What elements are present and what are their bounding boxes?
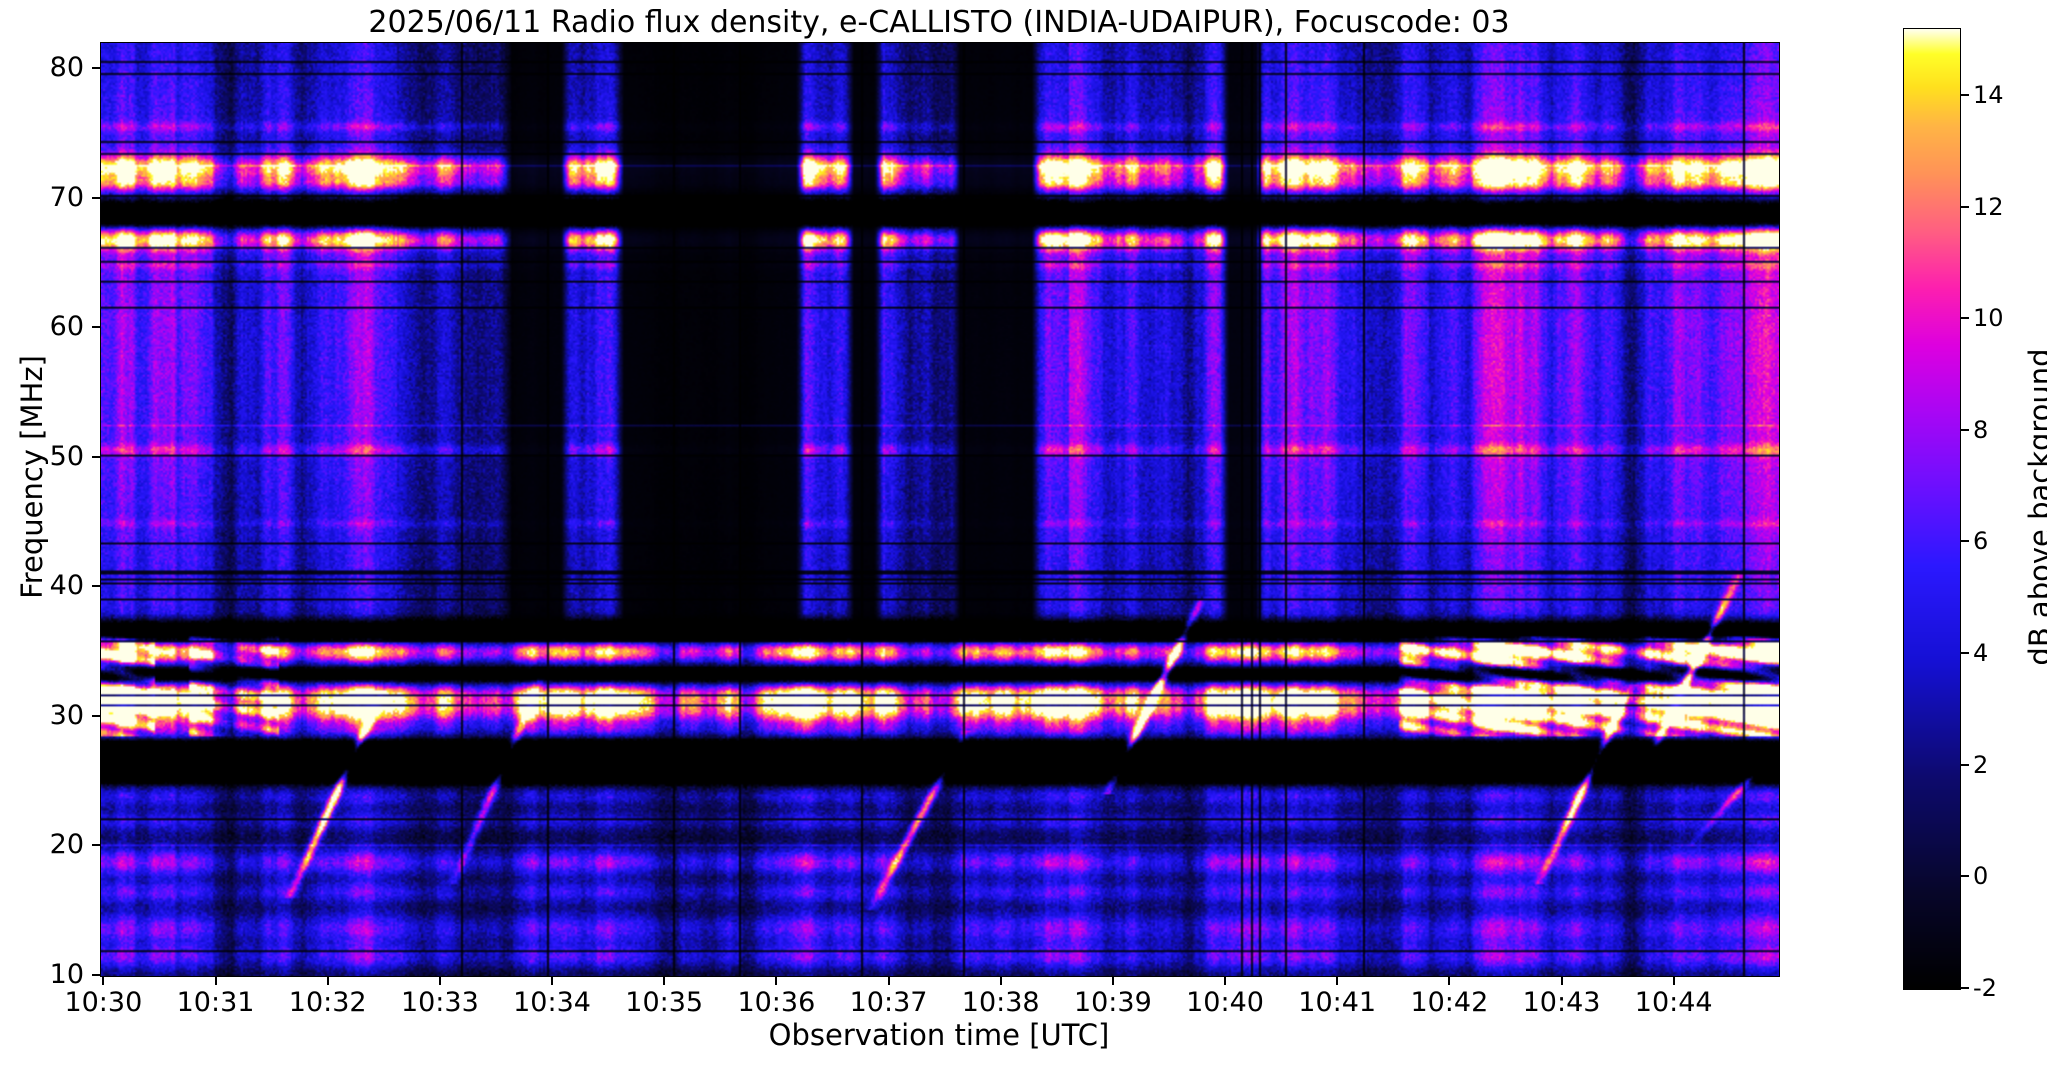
colorbar-tick-label: 10 [1973,304,2004,333]
colorbar-tick-label: 4 [1973,639,1989,668]
x-tick-label: 10:39 [1073,987,1152,1018]
x-tick-mark [326,977,329,985]
colorbar-tick-mark [1961,540,1969,543]
x-tick-mark [1560,977,1563,985]
x-tick-label: 10:31 [176,987,255,1018]
colorbar-tick-label: 6 [1973,527,1989,556]
y-tick-label: 80 [49,51,84,83]
x-axis-label: Observation time [UTC] [768,1018,1110,1052]
colorbar-gradient [1904,29,1960,989]
x-tick-label: 10:34 [513,987,591,1018]
colorbar-tick-mark [1961,987,1969,989]
colorbar-label: dB above background [2023,348,2047,666]
colorbar-tick-mark [1961,652,1969,655]
x-tick-mark [1336,977,1339,985]
x-tick-label: 10:38 [961,987,1040,1018]
x-tick-mark [1448,977,1451,985]
colorbar-tick-label: 8 [1973,415,1989,444]
x-tick-mark [102,977,105,985]
y-tick-mark [92,844,100,847]
x-tick-label: 10:30 [64,987,143,1018]
y-tick-label: 20 [49,829,84,861]
x-tick-label: 10:42 [1410,987,1489,1018]
x-tick-mark [1672,977,1675,985]
colorbar-tick-mark [1961,763,1969,766]
x-tick-mark [663,977,666,985]
y-tick-mark [92,66,100,69]
colorbar-tick-label: -2 [1973,974,1997,1002]
x-tick-label: 10:37 [849,987,928,1018]
figure-title: 2025/06/11 Radio flux density, e-CALLIST… [368,5,1510,40]
x-tick-mark [999,977,1002,985]
x-tick-mark [887,977,890,985]
x-tick-mark [551,977,554,985]
y-tick-mark [92,714,100,717]
x-tick-label: 10:43 [1522,987,1601,1018]
spectrogram-axes[interactable] [100,42,1780,977]
colorbar-tick-mark [1961,317,1969,320]
x-tick-mark [214,977,217,985]
y-tick-label: 10 [49,959,84,990]
y-tick-mark [92,585,100,588]
x-tick-mark [1111,977,1114,985]
x-tick-mark [775,977,778,985]
colorbar-tick-mark [1961,428,1969,431]
x-tick-label: 10:36 [737,987,816,1018]
colorbar-tick-mark [1961,93,1969,96]
x-tick-mark [438,977,441,985]
x-tick-label: 10:33 [400,987,479,1018]
colorbar-tick-mark [1961,205,1969,208]
spectrogram-heatmap[interactable] [101,43,1779,976]
colorbar-tick-label: 12 [1973,192,2004,221]
colorbar-tick-label: 14 [1973,80,2004,109]
y-tick-mark [92,326,100,329]
x-tick-label: 10:44 [1634,987,1713,1018]
x-tick-label: 10:40 [1186,987,1264,1018]
x-tick-mark [1224,977,1227,985]
colorbar-tick-label: 2 [1973,750,1989,779]
y-tick-mark [92,455,100,458]
colorbar-tick-mark [1961,875,1969,878]
y-tick-mark [92,974,100,976]
x-tick-label: 10:35 [625,987,704,1018]
y-axis-label: Frequency [MHz] [15,355,49,599]
x-tick-label: 10:41 [1298,987,1377,1018]
colorbar[interactable] [1903,28,1961,990]
y-tick-mark [92,196,100,199]
x-tick-label: 10:32 [288,987,367,1018]
colorbar-tick-label: 0 [1973,862,1989,891]
